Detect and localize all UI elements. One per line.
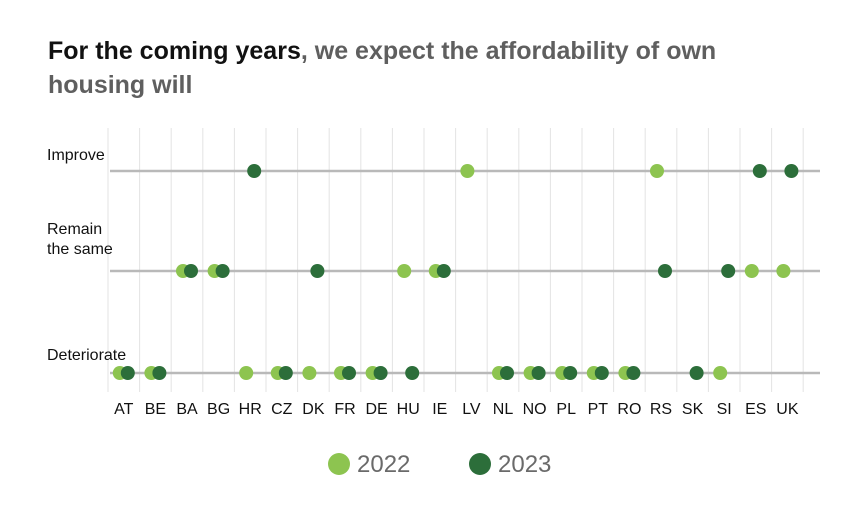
x-tick-label: BA	[176, 401, 198, 418]
data-point-2022	[744, 264, 759, 278]
x-tick-label: ES	[745, 401, 766, 418]
x-tick-label: NL	[493, 401, 514, 418]
x-tick-label: HU	[397, 401, 420, 418]
data-point-2023	[563, 366, 578, 380]
data-point-2023	[626, 366, 641, 380]
x-tick-label: BG	[207, 401, 230, 418]
data-point-2022	[460, 164, 475, 178]
x-tick-label: DE	[365, 401, 387, 418]
x-tick-label: PL	[556, 401, 576, 418]
data-point-2023	[500, 366, 514, 380]
row-label: Deteriorate	[47, 347, 126, 364]
data-point-2023	[310, 264, 325, 278]
data-point-2023	[278, 366, 293, 380]
legend-marker-2022	[328, 453, 350, 475]
data-point-2023	[247, 164, 262, 178]
x-tick-label: LV	[462, 401, 481, 418]
data-point-2023	[752, 164, 767, 178]
x-tick-label: PT	[588, 401, 609, 418]
data-point-2022	[713, 366, 728, 380]
legend-label: 2023	[498, 451, 551, 478]
data-point-2022	[397, 264, 412, 278]
chart-title-strong: For the coming years	[48, 37, 301, 65]
x-tick-label: NO	[523, 401, 547, 418]
row-label: Remain	[47, 221, 102, 238]
data-point-2023	[120, 366, 135, 380]
data-point-2022	[239, 366, 254, 380]
x-tick-label: UK	[776, 401, 799, 418]
data-point-2023	[373, 366, 388, 380]
x-tick-label: RO	[617, 401, 641, 418]
data-point-2023	[784, 164, 799, 178]
data-point-2023	[152, 366, 167, 380]
x-tick-label: RS	[650, 401, 672, 418]
data-point-2023	[184, 264, 198, 278]
x-tick-label: IE	[432, 401, 447, 418]
x-tick-label: DK	[302, 401, 325, 418]
data-point-2023	[342, 366, 356, 380]
data-point-2022	[650, 164, 664, 178]
data-point-2023	[436, 264, 451, 278]
x-tick-label: SI	[717, 401, 732, 418]
data-point-2023	[594, 366, 609, 380]
data-point-2023	[215, 264, 230, 278]
chart-title: For the coming years, we expect the affo…	[48, 34, 768, 102]
x-tick-label: HR	[239, 401, 262, 418]
row-label: the same	[47, 241, 113, 258]
legend-label: 2022	[357, 451, 410, 478]
data-point-2023	[658, 264, 672, 278]
x-tick-label: CZ	[271, 401, 293, 418]
row-label: Improve	[47, 147, 105, 164]
x-tick-label: SK	[682, 401, 704, 418]
data-point-2023	[531, 366, 546, 380]
x-tick-label: FR	[334, 401, 355, 418]
x-tick-label: BE	[145, 401, 166, 418]
x-tick-label: AT	[114, 401, 133, 418]
data-point-2023	[721, 264, 736, 278]
legend-marker-2023	[469, 453, 491, 475]
data-point-2022	[302, 366, 317, 380]
data-point-2022	[776, 264, 791, 278]
data-point-2023	[405, 366, 420, 380]
data-point-2023	[689, 366, 704, 380]
chart-title-rest: , we expect the affordability of own hou…	[48, 37, 717, 99]
